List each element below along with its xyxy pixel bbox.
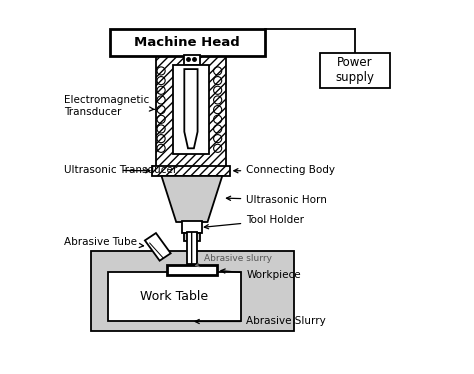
Text: Tool Holder: Tool Holder <box>204 215 304 229</box>
Text: Power
supply: Power supply <box>336 56 374 84</box>
Bar <box>110 28 264 56</box>
Polygon shape <box>162 176 222 222</box>
Polygon shape <box>145 233 171 261</box>
Bar <box>184 233 200 241</box>
Bar <box>320 52 390 88</box>
Bar <box>183 55 200 65</box>
Text: Ultrasonic Horn: Ultrasonic Horn <box>227 195 327 205</box>
Bar <box>187 232 197 264</box>
Text: Connecting Body: Connecting Body <box>234 165 335 175</box>
Text: Abrasive slurry: Abrasive slurry <box>195 254 272 267</box>
Text: Ultrasonic Transducer: Ultrasonic Transducer <box>64 165 177 175</box>
Bar <box>108 272 241 322</box>
Text: Work Table: Work Table <box>140 290 209 303</box>
Bar <box>173 65 210 154</box>
Text: Abrasive Slurry: Abrasive Slurry <box>195 316 326 327</box>
Text: Electromagnetic
Transducer: Electromagnetic Transducer <box>64 95 155 117</box>
Text: Workpiece: Workpiece <box>221 269 301 280</box>
Bar <box>156 56 226 167</box>
Bar <box>167 265 217 275</box>
Polygon shape <box>184 69 198 148</box>
Text: Machine Head: Machine Head <box>135 36 240 49</box>
Bar <box>152 166 229 176</box>
Bar <box>182 221 202 233</box>
Bar <box>91 251 294 331</box>
Text: Abrasive Tube: Abrasive Tube <box>64 237 144 248</box>
